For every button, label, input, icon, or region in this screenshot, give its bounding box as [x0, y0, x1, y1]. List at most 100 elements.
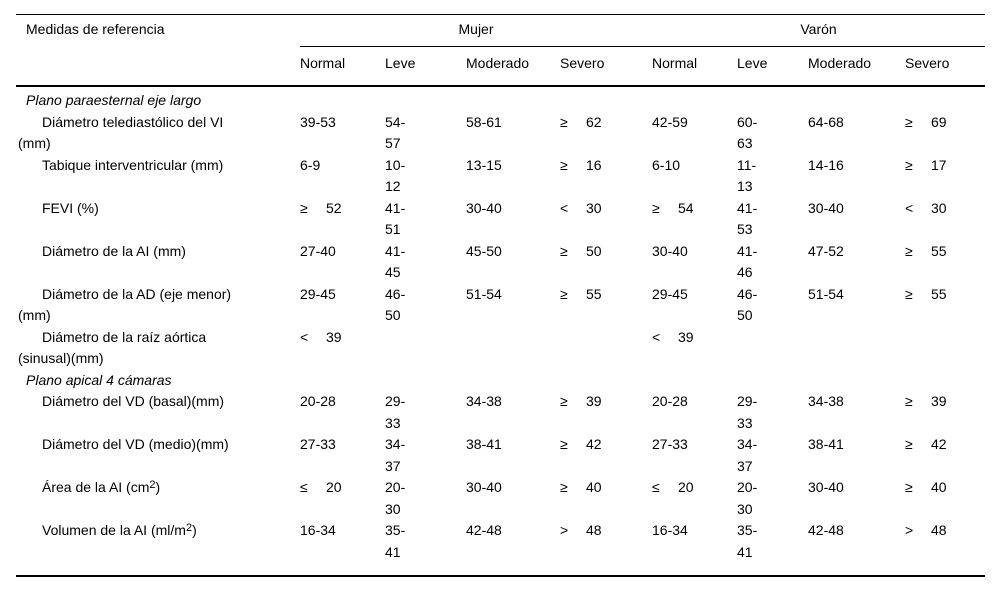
row-label: Área de la AI (cm2) [42, 479, 161, 495]
row-label: Diámetro de la AD (eje menor) (mm) [18, 285, 232, 324]
value-number: 40 [931, 479, 947, 495]
value-cell: ≥40 [560, 477, 652, 520]
value-number: 55 [586, 285, 602, 302]
value-cell: ≥39 [905, 391, 985, 434]
value-cell: <30 [560, 198, 652, 241]
value-cell: 45-50 [466, 242, 502, 259]
value-cell: 14-16 [808, 156, 844, 173]
value-cell: 35-41 [385, 520, 466, 576]
value-cell: ≥55 [560, 284, 652, 327]
value-number: 16 [586, 156, 602, 173]
value-cell: 41-53 [737, 198, 808, 241]
narrow-value: 46-50 [385, 285, 406, 324]
value-number: 39 [326, 328, 342, 345]
narrow-value: 34-37 [385, 436, 406, 474]
value-cell: <39 [300, 327, 385, 370]
table-row: Diámetro de la raíz aórtica (sinusal)(mm… [16, 327, 985, 370]
col-header-varon-leve: Leve [737, 46, 809, 87]
row-label: Diámetro telediastólico del VI (mm) [18, 113, 224, 152]
value-number: 52 [326, 199, 342, 216]
value-cell: 41-45 [385, 241, 466, 284]
value-cell: >48 [560, 520, 652, 576]
comparison-operator: ≥ [300, 199, 308, 216]
value-number: 39 [931, 393, 947, 409]
value-number: 39 [586, 393, 602, 409]
value-number: 42 [586, 436, 602, 452]
value-cell: ≥16 [560, 155, 652, 198]
comparison-operator: ≥ [905, 242, 913, 259]
value-cell: 51-54 [808, 285, 844, 302]
value-cell: ≥52 [300, 198, 385, 241]
value-cell [905, 327, 985, 370]
value-cell: 16-34 [300, 522, 336, 538]
measures-column-title: Medidas de referencia [16, 14, 300, 87]
comparison-operator: ≥ [905, 156, 913, 173]
value-cell: 64-68 [808, 113, 844, 130]
value-number: 42 [931, 436, 947, 452]
value-cell: 41-46 [737, 241, 808, 284]
group-header-row: Medidas de referencia Mujer Varón [16, 14, 986, 87]
comparison-operator: ≥ [560, 436, 568, 452]
value-cell: 39-53 [300, 113, 336, 130]
table-row: Tabique interventricular (mm) 6-9 10-12 13-… [16, 155, 985, 198]
value-number: 20 [326, 479, 342, 495]
value-number: 40 [586, 479, 602, 495]
comparison-operator: ≥ [560, 285, 568, 302]
value-cell: ≥55 [905, 284, 985, 327]
value-cell: 6-10 [652, 156, 681, 173]
value-cell: ≥62 [560, 112, 652, 155]
value-cell: 34-38 [466, 393, 502, 409]
value-cell: 38-41 [808, 436, 844, 452]
value-cell: 30-40 [466, 199, 502, 216]
value-number: 50 [586, 242, 602, 259]
row-label: Diámetro del VD (basal)(mm) [42, 393, 225, 409]
comparison-operator: ≥ [905, 479, 913, 495]
comparison-operator: > [560, 522, 569, 538]
value-cell: ≥55 [905, 241, 985, 284]
table-row: Volumen de la AI (ml/m2) 16-34 35-41 42-48 >… [16, 520, 985, 576]
value-cell: 20-30 [385, 477, 466, 520]
comparison-operator: ≥ [905, 113, 913, 130]
value-cell: 42-48 [808, 522, 844, 538]
value-number: 55 [931, 242, 947, 259]
narrow-value: 20-30 [385, 479, 406, 517]
narrow-value: 29-33 [385, 393, 406, 431]
reference-table-container: Medidas de referencia Mujer Varón Normal… [16, 14, 986, 577]
comparison-operator: ≤ [652, 479, 660, 495]
value-cell: 27-40 [300, 242, 336, 259]
table-row: Área de la AI (cm2) ≤20 20-30 30-40 ≥40 ≤20 20… [16, 477, 985, 520]
narrow-value: 41-53 [737, 199, 758, 238]
row-label: Volumen de la AI (ml/m2) [42, 522, 197, 538]
value-cell: 42-48 [466, 522, 502, 538]
severity-header-row: Normal Leve Moderado Severo Normal Leve … [16, 46, 986, 87]
value-number: 17 [931, 156, 947, 173]
narrow-value: 41-45 [385, 242, 406, 281]
comparison-operator: ≥ [560, 113, 568, 130]
value-cell: 34-38 [808, 393, 844, 409]
narrow-value: 34-37 [737, 436, 758, 474]
value-number: 20 [678, 479, 694, 495]
value-cell: 11-13 [737, 155, 808, 198]
comparison-operator: ≥ [560, 242, 568, 259]
col-header-varon-moderado: Moderado [808, 46, 906, 87]
value-cell: ≥54 [652, 198, 737, 241]
section-row: Plano paraesternal eje largo [16, 86, 985, 112]
value-number: 69 [931, 113, 947, 130]
value-cell: 6-9 [300, 156, 321, 173]
value-cell [737, 327, 808, 370]
value-number: 48 [931, 522, 947, 538]
narrow-value: 11-13 [737, 156, 757, 195]
value-cell: 35-41 [737, 520, 808, 576]
value-cell: 46-50 [385, 284, 466, 327]
comparison-operator: ≥ [905, 285, 913, 302]
value-cell: 29-45 [300, 285, 336, 302]
value-number: 30 [586, 199, 602, 216]
value-cell [560, 327, 652, 370]
value-cell: ≥40 [905, 477, 985, 520]
value-cell: 34-37 [737, 434, 808, 477]
narrow-value: 41-46 [737, 242, 758, 281]
row-label: Tabique interventricular (mm) [42, 156, 224, 173]
value-cell: ≥42 [905, 434, 985, 477]
value-cell: ≥69 [905, 112, 985, 155]
value-number: 48 [586, 522, 602, 538]
